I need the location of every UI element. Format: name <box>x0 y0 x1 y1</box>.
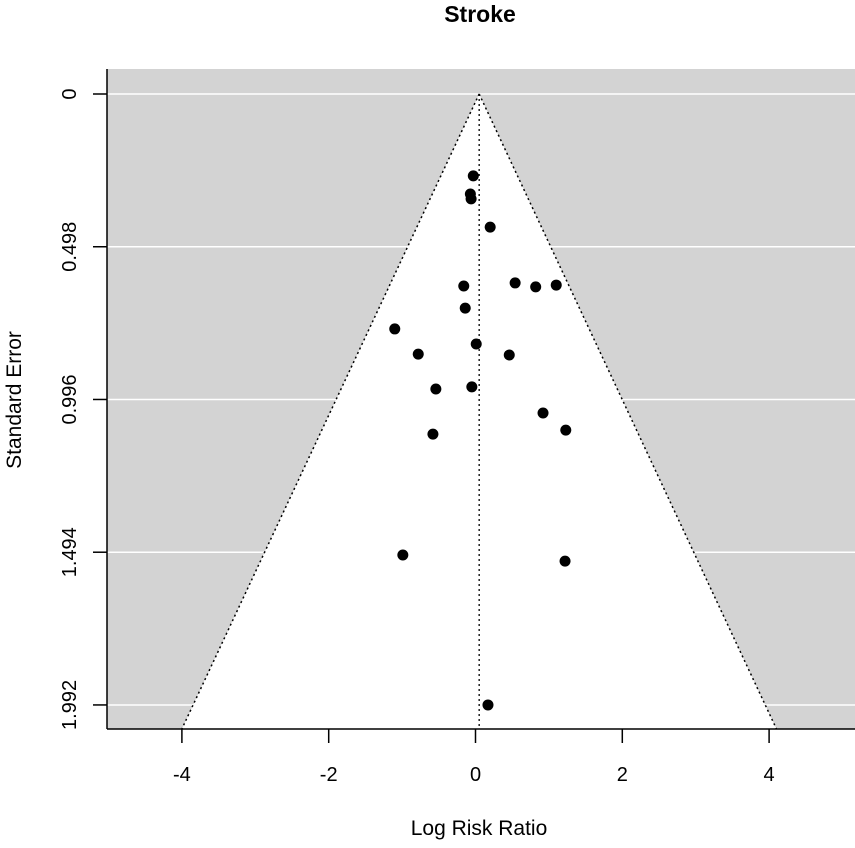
x-tick-label: 4 <box>764 764 775 786</box>
y-tick-label: 0 <box>59 88 81 99</box>
y-axis-label: Standard Error <box>3 331 26 469</box>
data-point <box>412 348 424 360</box>
axes: -4 -2 0 2 4 0 0.498 0.996 1.494 1.992 <box>59 69 855 786</box>
x-tick-label: 0 <box>470 764 481 786</box>
x-axis-ticks: -4 -2 0 2 4 <box>173 729 775 786</box>
y-axis-ticks: 0 0.498 0.996 1.494 1.992 <box>59 88 107 730</box>
y-tick-label: 0.996 <box>59 374 81 424</box>
plot-area <box>107 69 855 730</box>
data-point <box>484 221 496 233</box>
data-point <box>427 428 439 440</box>
data-point <box>503 349 515 361</box>
funnel-edge <box>181 93 480 730</box>
x-tick-label: -2 <box>320 764 338 786</box>
x-axis-label: Log Risk Ratio <box>411 817 548 840</box>
x-tick-label: -4 <box>173 764 191 786</box>
data-point <box>537 407 549 419</box>
data-point <box>470 338 482 350</box>
data-point <box>560 424 572 436</box>
data-point <box>389 323 401 335</box>
data-points <box>389 170 572 711</box>
y-tick-label: 0.498 <box>59 222 81 272</box>
data-point <box>430 383 442 395</box>
data-point <box>559 555 571 567</box>
data-point <box>397 549 409 561</box>
data-point <box>459 302 471 314</box>
data-point <box>550 279 562 291</box>
data-point <box>466 381 478 393</box>
funnel-region <box>181 94 777 729</box>
data-point <box>467 170 479 182</box>
funnel-edge <box>478 93 778 730</box>
x-tick-label: 2 <box>617 764 628 786</box>
data-point <box>509 277 521 289</box>
data-point <box>465 193 477 205</box>
data-point <box>530 281 542 293</box>
funnel-edges <box>181 93 778 730</box>
y-tick-label: 1.992 <box>59 680 81 730</box>
chart-title: Stroke <box>444 1 516 27</box>
data-point <box>458 280 470 292</box>
data-point <box>482 699 494 711</box>
y-tick-label: 1.494 <box>59 527 81 577</box>
